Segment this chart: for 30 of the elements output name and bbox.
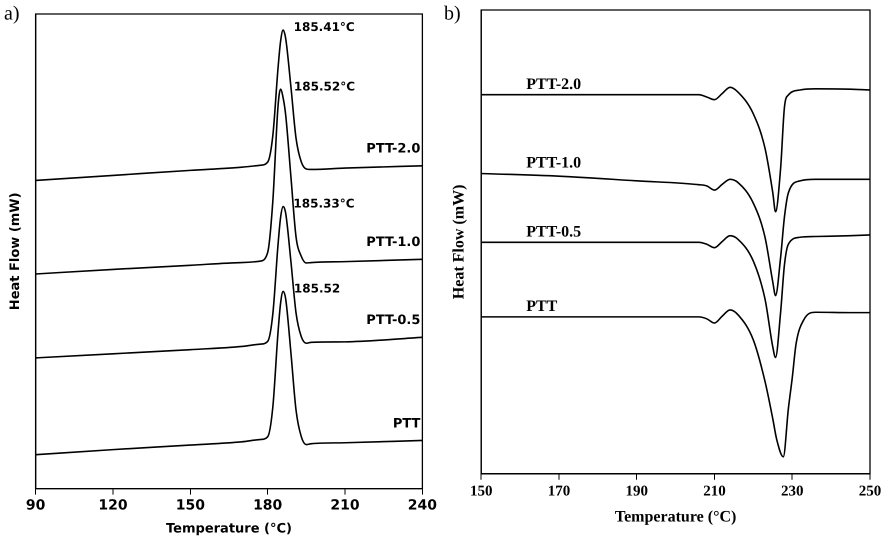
chart-title: b) (444, 2, 461, 24)
x-tick-label: 120 (98, 498, 128, 514)
annotation: 185.41°C (294, 20, 355, 34)
series-label: PTT-0.5 (526, 223, 582, 240)
series-label: PTT-0.5 (366, 313, 420, 328)
series-label: PTT-2.0 (526, 76, 582, 93)
x-tick-label: 180 (253, 498, 283, 514)
annotation: 185.33°C (293, 196, 355, 211)
series-label: PTT (392, 416, 421, 432)
x-tick-label: 250 (858, 484, 882, 500)
y-axis-title: Heat Flow (mW) (8, 192, 24, 310)
x-tick-label: 230 (780, 484, 804, 500)
x-tick-label: 90 (26, 498, 46, 514)
series-label: PTT-1.0 (366, 235, 420, 250)
x-tick-label: 210 (703, 484, 726, 500)
y-axis-title: Heat Flow (mW) (450, 184, 468, 300)
x-axis-title: Temperature (°C) (166, 522, 292, 537)
x-tick-label: 210 (330, 498, 360, 514)
x-tick-label: 150 (176, 498, 206, 514)
x-tick-label: 240 (408, 498, 438, 514)
series-label: PTT (526, 298, 558, 316)
chart-title: a) (4, 2, 20, 24)
annotation: 185.52 (294, 282, 340, 296)
annotation: 185.52°C (294, 79, 356, 94)
x-tick-label: 170 (548, 484, 570, 500)
series-label: PTT-1.0 (526, 154, 582, 172)
x-axis-title: Temperature (°C) (614, 508, 736, 526)
x-tick-label: 190 (625, 484, 648, 500)
series-label: PTT-2.0 (366, 142, 420, 157)
x-tick-label: 150 (470, 484, 492, 500)
